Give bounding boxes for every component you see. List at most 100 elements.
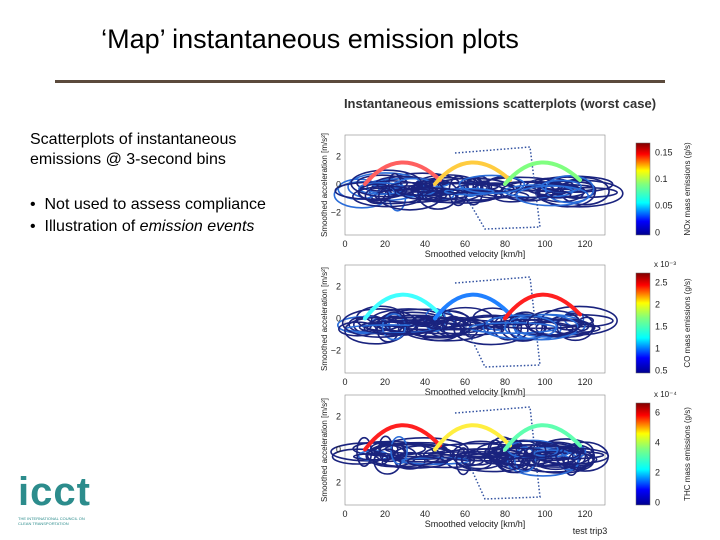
x-tick-label: 40 (420, 509, 430, 519)
y-axis-label: Smoothed acceleration [m/s²] (320, 398, 329, 502)
colorbar-tick-label: 0.05 (655, 201, 673, 211)
emission-arc (433, 292, 512, 321)
x-tick-label: 120 (577, 377, 592, 387)
trajectory-loop (504, 313, 579, 341)
x-tick-label: 40 (420, 239, 430, 249)
trajectory-loop (525, 441, 582, 462)
colorbar-label: NOx mass emissions (g/s) (683, 142, 692, 236)
y-axis-label: Smoothed acceleration [m/s²] (320, 267, 329, 371)
colorbar-tick-label: 2 (655, 467, 660, 477)
x-tick-label: 60 (460, 239, 470, 249)
colorbar-tick-label: 1.5 (655, 321, 668, 331)
x-tick-label: 20 (380, 509, 390, 519)
trajectory-loop (468, 321, 557, 334)
x-tick-label: 0 (342, 239, 347, 249)
colorbar-tick-label: 0.5 (655, 365, 668, 375)
emission-arc (433, 160, 512, 186)
x-tick-label: 20 (380, 239, 390, 249)
title-rule (55, 80, 665, 83)
colorbar-tick-label: 6 (655, 407, 660, 417)
trajectory-loop (555, 444, 596, 469)
trajectory-loop (476, 440, 565, 460)
colorbar-tick-label: 4 (655, 437, 660, 447)
colorbar-label: THC mass emissions (g/s) (683, 407, 692, 501)
trajectory-dots (454, 276, 541, 368)
logo-name: icct (18, 470, 91, 514)
bullet-emphasis: emission events (139, 218, 255, 235)
x-tick-label: 80 (500, 509, 510, 519)
y-tick-label: −2 (331, 345, 341, 355)
y-tick-label: 2 (336, 411, 341, 421)
x-tick-label: 40 (420, 377, 430, 387)
emission-arc (503, 292, 582, 321)
x-tick-label: 120 (577, 509, 592, 519)
emission-arc (363, 160, 442, 186)
x-tick-label: 80 (500, 239, 510, 249)
trajectory-loop (411, 180, 445, 202)
y-tick-label: 2 (336, 477, 341, 487)
trajectory-dots (454, 406, 541, 500)
bullets: • Not used to assess compliance • Illust… (30, 194, 266, 238)
bullet: • Illustration of emission events (30, 218, 255, 235)
trajectory-loop (341, 308, 418, 338)
colorbar-exponent: x 10⁻⁴ (654, 390, 677, 399)
trajectory-loop (431, 442, 524, 458)
trajectory-loop (565, 323, 601, 333)
trajectory-loop (358, 319, 440, 335)
trajectory-loop (381, 455, 448, 469)
colorbar (635, 272, 651, 374)
trajectory-loop (506, 447, 580, 477)
x-tick-label: 100 (537, 239, 552, 249)
trajectory-loop (474, 176, 566, 199)
x-tick-label: 60 (460, 509, 470, 519)
colorbar-tick-label: 0.1 (655, 174, 668, 184)
trajectory-loop (334, 181, 408, 201)
figure-title: Instantaneous emissions scatterplots (wo… (344, 96, 656, 111)
y-axis-label: Smoothed acceleration [m/s²] (320, 133, 329, 237)
colorbar-tick-label: 0 (655, 497, 660, 507)
colorbar-label: CO mass emissions (g/s) (683, 278, 692, 368)
x-axis-label: Smoothed velocity [km/h] (425, 387, 526, 397)
y-tick-label: 0 (336, 179, 341, 189)
x-tick-label: 60 (460, 377, 470, 387)
paragraph: Scatterplots of instantaneous emissions … (30, 131, 237, 168)
trajectory-loop (544, 175, 595, 204)
figure-footer: test trip3 (573, 526, 608, 536)
colorbar-tick-label: 2 (655, 299, 660, 309)
bullet-text: Not used to assess compliance (44, 196, 266, 213)
emission-arc (503, 160, 582, 186)
trajectory-loop (515, 185, 589, 207)
trajectory-loop (422, 316, 486, 331)
x-axis-label: Smoothed velocity [km/h] (425, 249, 526, 259)
emission-arc (363, 292, 442, 321)
colorbar (635, 402, 651, 506)
trajectory-loop (358, 181, 405, 195)
x-tick-label: 0 (342, 377, 347, 387)
y-tick-label: 0 (336, 313, 341, 323)
trajectory-loop (544, 190, 572, 199)
logo-tagline: THE INTERNATIONAL COUNCIL ON CLEAN TRANS… (18, 516, 85, 526)
trajectory-loop (396, 187, 460, 197)
x-tick-label: 80 (500, 377, 510, 387)
colorbar-tick-label: 0.15 (655, 147, 673, 157)
emission-arc (433, 423, 512, 452)
trajectory-loop (440, 448, 525, 462)
trajectory-loop (507, 311, 544, 342)
y-tick-label: 2 (336, 281, 341, 291)
x-axis-label: Smoothed velocity [km/h] (425, 519, 526, 529)
colorbar-exponent: x 10⁻³ (654, 260, 676, 269)
trajectory-loop (369, 441, 399, 457)
colorbar-tick-label: 0 (655, 227, 660, 237)
colorbar (635, 142, 651, 236)
trajectory-loop (358, 183, 397, 202)
x-tick-label: 100 (537, 377, 552, 387)
trajectory-loop (364, 187, 390, 205)
trajectory-loop (331, 448, 384, 465)
trajectory-loop (526, 309, 581, 337)
y-tick-label: 0 (336, 444, 341, 454)
y-tick-label: 2 (336, 151, 341, 161)
y-tick-label: −2 (331, 207, 341, 217)
colorbar-tick-label: 2.5 (655, 277, 668, 287)
